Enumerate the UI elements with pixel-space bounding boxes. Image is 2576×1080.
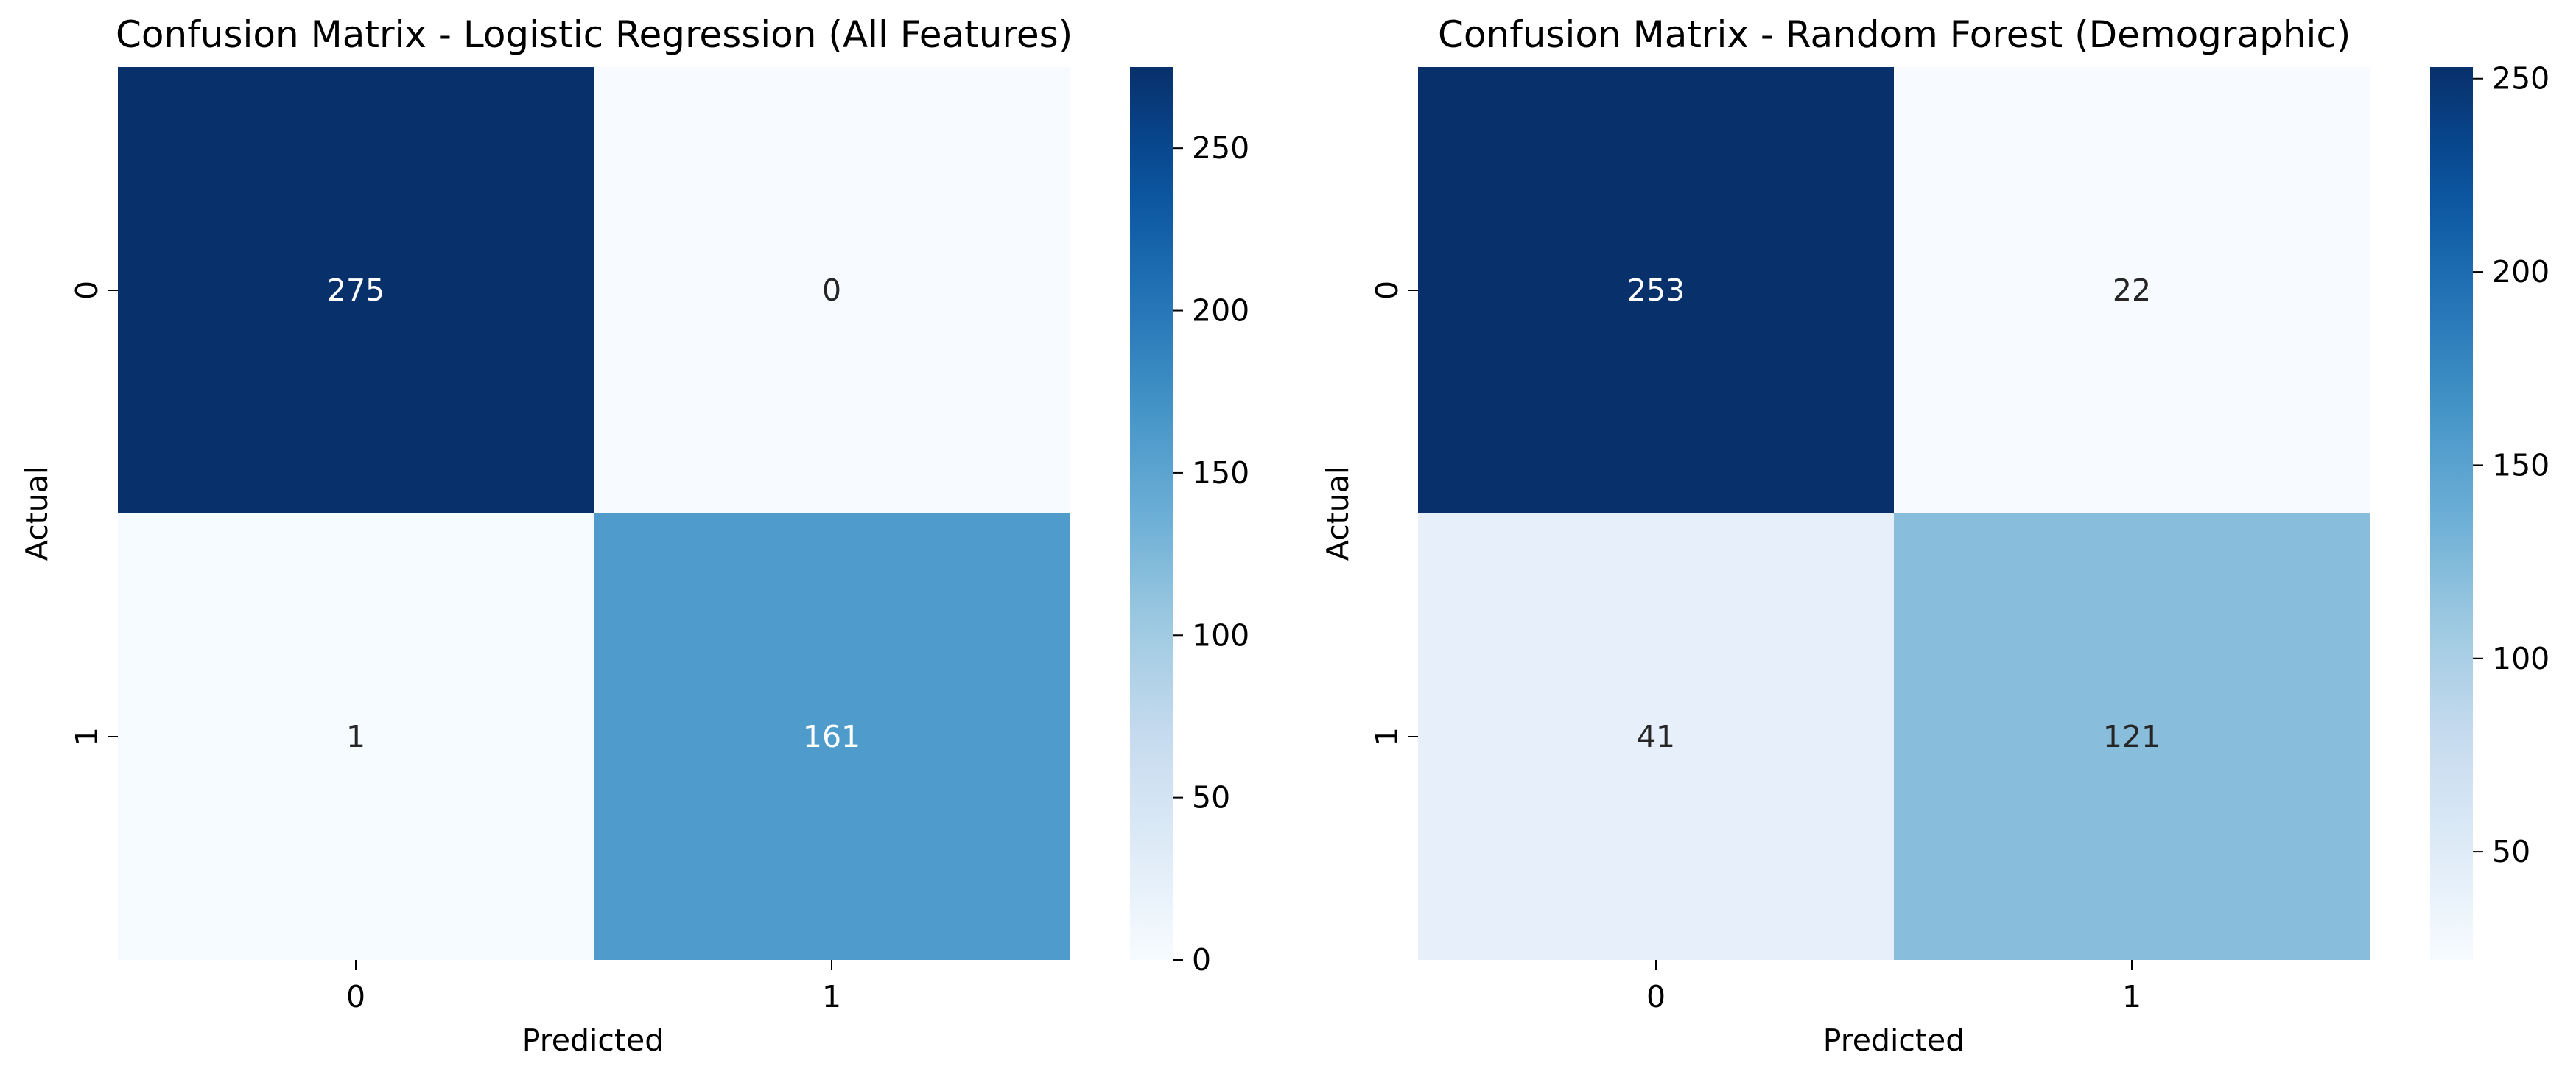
y-tick-label: 1 (1369, 727, 1405, 746)
y-tick-label: 0 (1369, 281, 1405, 300)
cell-value-label: 275 (327, 273, 385, 308)
heatmap-cell (1894, 513, 2370, 960)
heatmap-cells: 275 0 1 161 (118, 67, 1070, 960)
colorbar-tick-label: 100 (2492, 641, 2549, 676)
cell-value-label: 1 (346, 719, 365, 754)
x-axis-label: Predicted (522, 1023, 664, 1058)
heatmap-panel-logistic-regression: Confusion Matrix - Logistic Regression (… (19, 13, 1249, 1058)
cell-value-label: 41 (1637, 719, 1675, 754)
chart-title: Confusion Matrix - Logistic Regression (… (116, 13, 1073, 56)
colorbar-tick-label: 250 (1192, 130, 1249, 166)
x-tick-label: 1 (822, 979, 841, 1014)
colorbar: 0 50 100 150 200 250 (1130, 67, 1249, 978)
heatmap-cell (118, 67, 594, 513)
heatmap-cell (594, 513, 1070, 960)
x-tick-label: 0 (1646, 979, 1666, 1014)
colorbar-tick-label: 150 (2492, 447, 2549, 483)
cell-value-label: 121 (2103, 719, 2161, 754)
y-axis-label: Actual (1320, 466, 1355, 561)
heatmap-cells: 253 22 41 121 (1418, 67, 2370, 960)
heatmap-cell (594, 67, 1070, 513)
y-axis-label: Actual (19, 466, 55, 561)
heatmap-cell (1418, 67, 1894, 513)
heatmap-cell (118, 513, 594, 960)
cell-value-label: 253 (1627, 273, 1685, 308)
x-axis-label: Predicted (1823, 1023, 1965, 1058)
colorbar-gradient (2430, 67, 2473, 960)
chart-title: Confusion Matrix - Random Forest (Demogr… (1438, 13, 2351, 56)
colorbar-tick-label: 50 (1192, 780, 1230, 816)
y-tick-label: 0 (69, 281, 105, 300)
colorbar-tick-label: 200 (1192, 293, 1249, 329)
colorbar-tick-label: 150 (1192, 455, 1249, 491)
y-tick-label: 1 (69, 727, 105, 746)
heatmap-cell (1418, 513, 1894, 960)
colorbar-tick-label: 0 (1192, 942, 1211, 978)
y-axis-ticks: 01 (69, 281, 118, 746)
heatmap-panel-random-forest: Confusion Matrix - Random Forest (Demogr… (1320, 13, 2549, 1058)
colorbar-tick-label: 50 (2492, 834, 2530, 869)
cell-value-label: 0 (822, 273, 841, 308)
cell-value-label: 161 (803, 719, 860, 754)
colorbar-gradient (1130, 67, 1173, 960)
colorbar-tick-label: 100 (1192, 617, 1249, 653)
x-tick-label: 1 (2122, 979, 2141, 1014)
colorbar: 50 100 150 200 250 (2430, 61, 2549, 960)
x-tick-label: 0 (346, 979, 365, 1014)
heatmap-cell (1894, 67, 2370, 513)
y-axis-ticks: 01 (1369, 281, 1418, 746)
colorbar-tick-label: 200 (2492, 254, 2549, 290)
colorbar-tick-label: 250 (2492, 61, 2549, 97)
cell-value-label: 22 (2113, 273, 2151, 308)
